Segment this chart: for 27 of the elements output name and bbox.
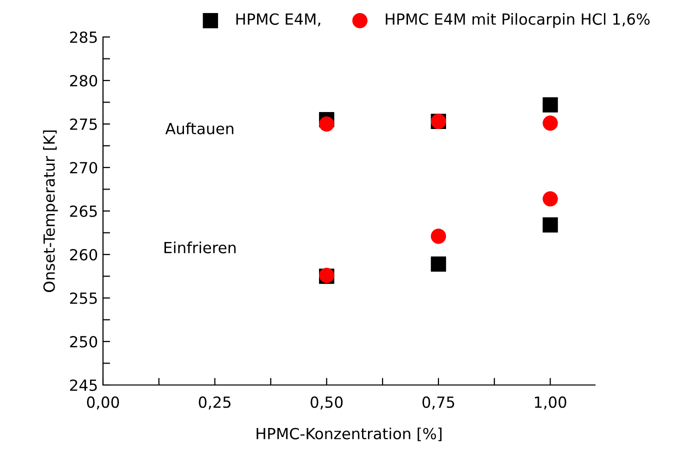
legend-label: HPMC E4M, [236,13,320,26]
y-tick-label: 265 [70,205,97,218]
y-axis-title: Onset-Temperatur [K] [43,130,58,292]
point [430,228,446,244]
y-tick-label: 270 [70,162,98,174]
annotation: Einfrieren [164,242,236,254]
y-tick-label: 285 [70,31,97,44]
x-tick-label: 0,75 [422,396,454,410]
point [542,191,558,206]
point [430,256,446,272]
point [542,97,558,112]
legend-label: HPMC E4M mit Pilocarpin HCl 1,6% [386,13,650,28]
point [319,116,334,132]
x-tick-label: 0,25 [198,396,230,410]
annotation: Auftauen [165,122,234,134]
x-axis-title: HPMC-Konzentration [%] [256,428,442,442]
y-tick-label: 280 [70,74,98,87]
y-tick-label: 255 [70,292,97,304]
y-tick-label: 245 [70,379,97,392]
y-tick-label: 275 [70,118,97,130]
x-tick-label: 1,00 [534,396,566,410]
x-tick-label: 0,50 [310,396,343,410]
y-tick-label: 260 [70,248,98,261]
x-tick-label: 0,00 [87,396,119,410]
point [542,217,558,233]
y-tick-label: 250 [70,336,98,348]
point [542,116,558,131]
